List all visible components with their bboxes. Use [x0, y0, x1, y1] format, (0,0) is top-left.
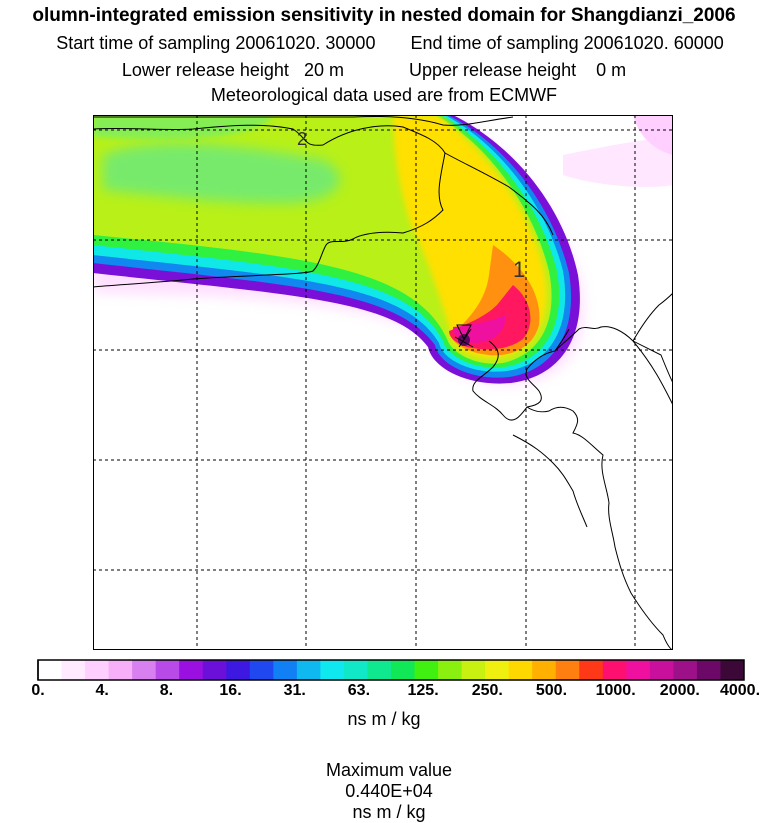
legend-tick-label: 4.: [95, 682, 109, 699]
legend-swatch: [132, 660, 157, 680]
legend-swatch: [343, 660, 368, 680]
max-value-label: Maximum value: [325, 760, 453, 780]
end-time-value: 20061020. 60000: [583, 33, 724, 53]
legend-tick-label: 250.: [471, 682, 503, 699]
legend-tick-label: 4000.: [719, 682, 761, 699]
legend-tick-label: 0.: [31, 682, 45, 699]
legend-swatch: [61, 660, 86, 680]
legend-swatch: [485, 660, 510, 680]
legend-swatch: [414, 660, 439, 680]
legend-swatch: [602, 660, 627, 680]
upper-release-value: 0 m: [596, 60, 627, 80]
end-time-label: End time of sampling: [410, 33, 579, 53]
legend-swatch: [108, 660, 133, 680]
lower-release-label: Lower release height: [121, 60, 289, 80]
legend-swatch: [626, 660, 651, 680]
lower-release-value: 20 m: [303, 60, 344, 80]
legend-swatch: [155, 660, 180, 680]
legend-swatch: [202, 660, 227, 680]
legend-swatch: [249, 660, 274, 680]
legend-swatch: [508, 660, 533, 680]
plume-field: [93, 115, 673, 386]
maximum-value-line: Maximum value 0.440E+04 ns m / kg: [0, 739, 768, 823]
legend-swatch: [367, 660, 392, 680]
max-value-units: ns m / kg: [352, 802, 426, 822]
legend-tick-label: 2000.: [659, 682, 700, 699]
legend-swatch: [649, 660, 674, 680]
legend-swatch: [179, 660, 204, 680]
legend-tick-label: 1000.: [595, 682, 636, 699]
start-time-value: 20061020. 30000: [235, 33, 376, 53]
legend-swatch: [38, 660, 63, 680]
legend-swatch: [579, 660, 604, 680]
legend-swatch: [320, 660, 345, 680]
contour-label-1: 1: [513, 257, 525, 282]
legend-swatch: [391, 660, 416, 680]
legend-units: ns m / kg: [347, 709, 421, 729]
legend-tick-label: 8.: [159, 682, 174, 699]
legend-swatch: [461, 660, 486, 680]
map-title: olumn-integrated emission sensitivity in…: [32, 5, 736, 26]
legend-swatch: [438, 660, 463, 680]
lat-lon-grid: [93, 115, 673, 650]
upper-release-label: Upper release height: [409, 60, 577, 80]
contour-label-2: 2: [297, 129, 307, 149]
legend-swatch: [555, 660, 580, 680]
legend-swatch: [296, 660, 321, 680]
met-data-line: Meteorological data used are from ECMWF: [210, 85, 558, 105]
legend-swatch: [673, 660, 698, 680]
sampling-time-line: Start time of sampling 20061020. 30000 E…: [6, 33, 768, 53]
legend-tick-label: 125.: [407, 682, 439, 699]
legend-swatch: [226, 660, 251, 680]
legend-swatch: [85, 660, 110, 680]
legend-swatch: [696, 660, 721, 680]
release-height-line: Lower release height 20 m Upper release …: [0, 60, 758, 80]
legend-tick-label: 63.: [347, 682, 371, 699]
emission-sensitivity-map: 2 1: [93, 115, 673, 650]
legend-swatch: [532, 660, 557, 680]
legend-tick-label: 500.: [535, 682, 568, 699]
legend-tick-label: 16.: [219, 682, 242, 699]
legend-swatch: [720, 660, 745, 680]
start-time-label: Start time of sampling: [56, 33, 231, 53]
max-value: 0.440E+04: [345, 781, 433, 801]
release-site-marker: [454, 324, 474, 348]
legend-swatch: [273, 660, 298, 680]
coastline-and-borders: [93, 115, 673, 650]
color-scale-legend: [37, 659, 745, 686]
legend-tick-label: 31.: [283, 682, 306, 699]
